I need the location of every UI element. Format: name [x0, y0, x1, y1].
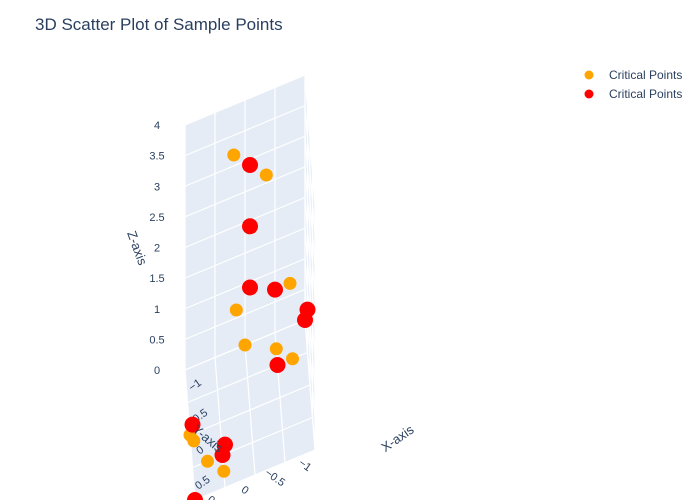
- z-tick-label: 2.5: [149, 212, 164, 224]
- chart-title: 3D Scatter Plot of Sample Points: [35, 15, 283, 34]
- data-point-orange[interactable]: [229, 303, 243, 317]
- data-point-red[interactable]: [299, 301, 316, 318]
- data-point-red[interactable]: [217, 436, 233, 453]
- legend[interactable]: Critical Points Critical Points: [584, 68, 683, 101]
- z-tick-label: 3.5: [149, 151, 164, 163]
- data-point-red[interactable]: [267, 281, 283, 298]
- plot-scene: 00.511.522.533.54−1−0.500.5−1−0.500.5: [149, 74, 316, 500]
- y-tick-label: −1: [296, 457, 313, 474]
- data-point-orange[interactable]: [227, 148, 241, 162]
- z-tick-label: 3: [154, 181, 160, 193]
- x-axis-title: X-axis: [378, 422, 417, 455]
- data-point-orange[interactable]: [187, 434, 201, 448]
- data-point-red[interactable]: [242, 279, 258, 296]
- y-tick-label: 0: [239, 484, 251, 497]
- data-point-red[interactable]: [187, 492, 203, 500]
- data-point-red[interactable]: [242, 157, 258, 173]
- legend-item-orange[interactable]: Critical Points: [584, 68, 683, 82]
- legend-label-orange: Critical Points: [609, 68, 682, 82]
- gridline-x: [194, 449, 316, 500]
- z-axis-title: Z-axis: [124, 229, 150, 268]
- z-tick-label: 1.5: [149, 273, 164, 285]
- legend-item-red[interactable]: Critical Points: [584, 87, 683, 101]
- data-point-red[interactable]: [242, 218, 258, 235]
- z-tick-label: 1: [154, 304, 160, 316]
- z-tick-label: 2: [154, 243, 160, 255]
- x-tick-label: −1: [187, 377, 204, 394]
- z-tick-label: 4: [154, 120, 160, 132]
- z-tick-label: 0.5: [149, 334, 164, 346]
- legend-marker-orange: [584, 70, 594, 80]
- data-point-orange[interactable]: [283, 276, 297, 290]
- z-tick-label: 0: [154, 365, 160, 377]
- y-tick-label: 0.5: [205, 494, 224, 500]
- data-point-orange[interactable]: [269, 342, 283, 356]
- data-point-orange[interactable]: [217, 464, 231, 478]
- data-points: [183, 148, 316, 500]
- legend-label-red: Critical Points: [609, 87, 682, 101]
- data-point-orange[interactable]: [201, 454, 214, 468]
- y-tick-label: −0.5: [262, 467, 287, 489]
- data-point-orange[interactable]: [238, 338, 252, 352]
- gridline-x: [189, 384, 311, 436]
- data-point-orange[interactable]: [286, 352, 299, 366]
- legend-marker-red: [584, 89, 594, 99]
- x-tick-label: 0: [194, 444, 206, 457]
- data-point-red[interactable]: [184, 416, 201, 433]
- data-point-orange[interactable]: [259, 168, 273, 182]
- data-point-red[interactable]: [269, 357, 286, 373]
